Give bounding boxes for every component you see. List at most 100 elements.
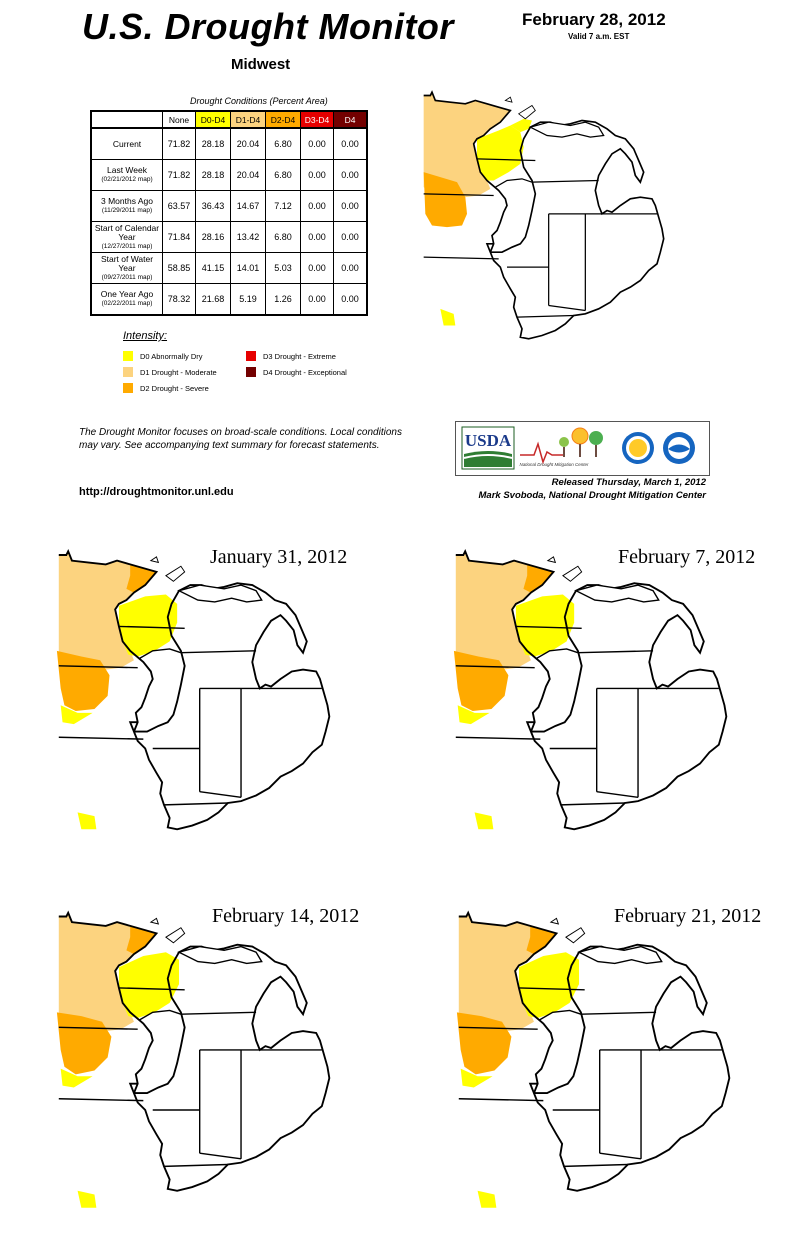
michigan-upper-peninsula — [574, 584, 660, 603]
current-drought-map — [423, 90, 665, 340]
region-fill — [458, 912, 730, 1191]
table-cell: 6.80 — [265, 221, 301, 253]
island — [549, 917, 560, 925]
island — [546, 556, 557, 564]
d0-area — [460, 1068, 493, 1088]
table-row: Start of Calendar Year (12/27/2011 map) 71… — [90, 221, 368, 253]
island — [149, 917, 160, 925]
table-cell: 5.19 — [230, 283, 266, 316]
michigan-upper-peninsula — [177, 945, 263, 965]
table-cell: 20.04 — [230, 159, 266, 191]
d0-area — [118, 952, 180, 1018]
table-cell: 1.26 — [265, 283, 301, 316]
map-title-jan31: January 31, 2012 — [210, 546, 348, 568]
row-label-text: Last Week — [106, 165, 147, 175]
legend-swatch — [246, 367, 256, 377]
map-title-feb14: February 14, 2012 — [212, 905, 360, 927]
table-cell: 41.15 — [195, 252, 231, 284]
state-boundary — [536, 648, 579, 659]
legend-swatch — [123, 351, 133, 361]
table-cell: 7.12 — [265, 190, 301, 222]
row-label-text: Current — [112, 138, 142, 149]
region-label: Midwest — [231, 56, 291, 73]
state-boundary — [539, 1009, 582, 1021]
table-cell: 63.57 — [162, 190, 196, 222]
table-cell: 0.00 — [333, 283, 368, 316]
legend-label: D3 Drought - Extreme — [263, 351, 336, 361]
table-cell: 0.00 — [300, 283, 334, 316]
legend-label: D0 Abnormally Dry — [140, 351, 203, 361]
table-cell: 0.00 — [333, 221, 368, 253]
michigan-upper-peninsula — [177, 584, 263, 603]
d0-area — [60, 705, 93, 725]
table-cell: 14.67 — [230, 190, 266, 222]
drought-map-feb21 — [456, 910, 731, 1208]
michigan-upper-peninsula — [577, 945, 663, 965]
legend-swatch — [246, 351, 256, 361]
table-cell: 5.03 — [265, 252, 301, 284]
d2-arrowhead-area — [126, 564, 157, 593]
d0-area — [510, 118, 532, 133]
state-boundary — [515, 625, 582, 629]
state-boundary — [516, 314, 574, 318]
table-cell: 0.00 — [333, 190, 368, 222]
usda-logo-text: USDA — [465, 431, 512, 450]
website-link[interactable]: http://droughtmonitor.unl.edu — [79, 486, 234, 498]
state-boundary — [180, 1011, 257, 1015]
page-title: U.S. Drought Monitor — [82, 6, 454, 47]
table-cell: 20.04 — [230, 127, 266, 160]
table-cell: 28.18 — [195, 159, 231, 191]
table-corner — [91, 111, 163, 128]
state-boundary — [180, 650, 257, 654]
state-boundary — [58, 665, 138, 669]
state-boundary — [423, 256, 499, 260]
row-label: Start of Calendar Year (12/27/2011 map) — [90, 221, 163, 253]
region-fill — [455, 551, 727, 830]
state-boundary — [476, 158, 536, 162]
state-boundary — [599, 1152, 642, 1160]
table-cell: 14.01 — [230, 252, 266, 284]
legend-item-d2: D2 Drought - Severe — [123, 383, 209, 393]
column-header-d1: D1-D4 — [230, 110, 266, 129]
row-label-sub: (02/21/2012 map) — [101, 176, 153, 183]
legend-title: Intensity: — [123, 330, 168, 342]
legend-label: D2 Drought - Severe — [140, 383, 209, 393]
state-boundary — [455, 736, 541, 740]
state-boundary — [518, 987, 585, 991]
region-fill — [58, 551, 330, 830]
state-boundary — [58, 1098, 144, 1102]
table-row: 3 Months Ago (11/29/2011 map) 63.57 36.43 14… — [90, 190, 368, 222]
state-boundary — [548, 304, 586, 312]
d0-area — [440, 308, 456, 326]
row-label: One Year Ago (02/22/2011 map) — [90, 283, 163, 316]
state-boundary — [118, 987, 185, 991]
legend-swatch — [123, 367, 133, 377]
table-cell: 6.80 — [265, 127, 301, 160]
table-cell: 0.00 — [300, 221, 334, 253]
d2-arrowhead-area — [523, 564, 554, 593]
table-row: Current 71.82 28.18 20.04 6.80 0.00 0.00 — [90, 127, 368, 160]
legend-label: D1 Drought - Moderate — [140, 367, 217, 377]
state-boundary — [163, 1163, 228, 1168]
table-cell: 71.84 — [162, 221, 196, 253]
legend-item-d0: D0 Abnormally Dry — [123, 351, 203, 361]
partner-logos: USDA National Drought Mitigation Center — [455, 421, 710, 476]
table-cell: 0.00 — [333, 252, 368, 284]
state-boundary — [560, 802, 625, 806]
drought-map-feb14 — [56, 910, 331, 1208]
legend-item-d1: D1 Drought - Moderate — [123, 367, 217, 377]
table-cell: 13.42 — [230, 221, 266, 253]
d0-area — [518, 952, 580, 1018]
legend-item-d3: D3 Drought - Extreme — [246, 351, 336, 361]
row-label-sub: (02/22/2011 map) — [101, 300, 153, 307]
map-title-feb7: February 7, 2012 — [618, 546, 756, 568]
table-caption: Drought Conditions (Percent Area) — [190, 96, 328, 106]
table-header-row: None D0-D4 D1-D4 D2-D4 D3-D4 D4 — [91, 110, 368, 129]
island — [504, 96, 513, 103]
state-boundary — [596, 791, 639, 799]
state-boundary — [455, 665, 535, 669]
legend-swatch — [123, 383, 133, 393]
row-label-text: Start of Calendar Year — [94, 222, 160, 242]
d1-area — [423, 92, 511, 198]
state-boundary — [495, 178, 533, 188]
